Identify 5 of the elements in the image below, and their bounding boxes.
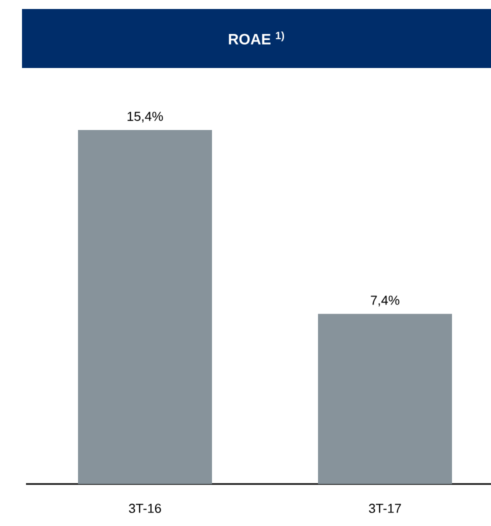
x-tick-label: 3T-16 bbox=[128, 504, 161, 513]
data-label: 7,4% bbox=[370, 296, 400, 306]
data-label: 15,4% bbox=[128, 112, 163, 122]
x-tick-label: 3T-17 bbox=[368, 504, 401, 513]
chart-title: ROAE $^{1)}$ bbox=[228, 32, 284, 44]
